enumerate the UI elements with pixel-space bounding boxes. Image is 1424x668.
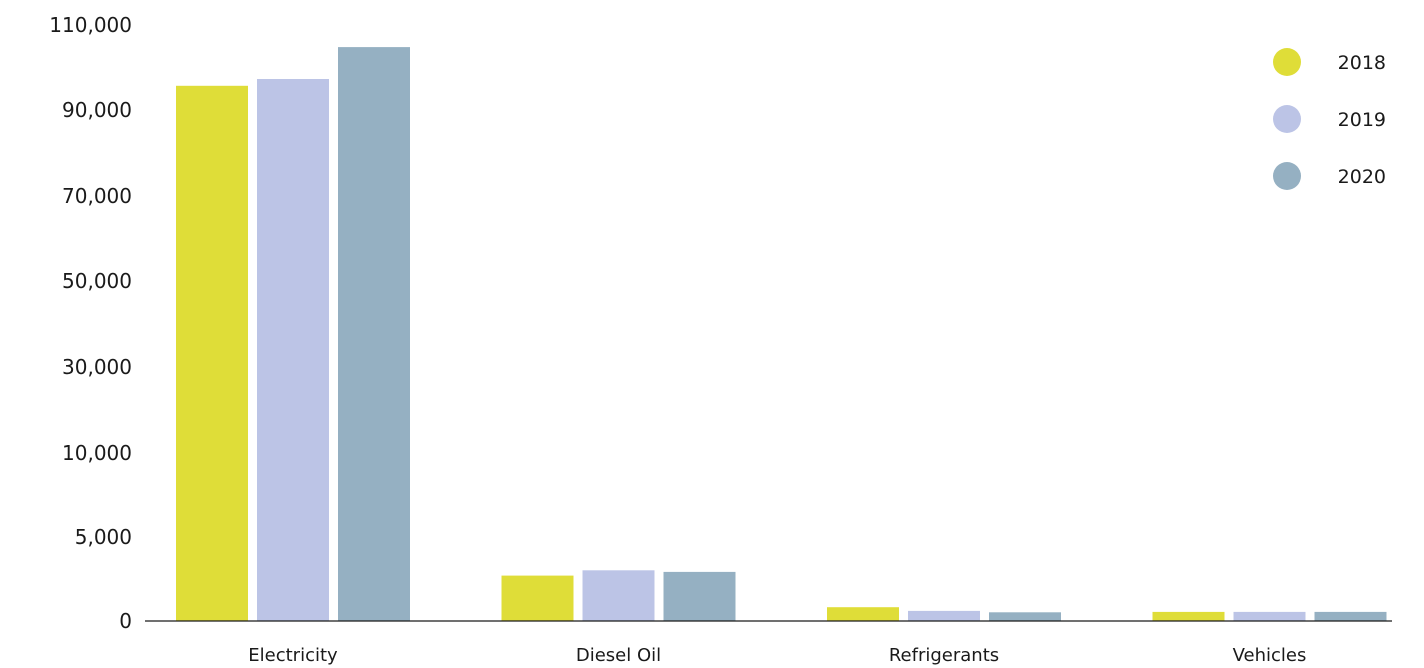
y-axis: 0 5,000 10,000 30,000 50,000 70,000 90,000 110,… xyxy=(49,13,132,633)
bar-electricity-2018 xyxy=(176,85,248,622)
legend-label-2020: 2020 xyxy=(1338,166,1386,188)
legend-swatch-2019 xyxy=(1273,105,1301,133)
x-tick-label: Diesel Oil xyxy=(576,645,661,666)
bar-vehicles-2020 xyxy=(1314,611,1387,621)
y-tick-label: 90,000 xyxy=(62,98,132,122)
bar-refrigerants-2019 xyxy=(908,610,980,621)
x-tick-label: Vehicles xyxy=(1233,645,1307,666)
bar-diesel-oil-2018 xyxy=(501,575,574,621)
bar-vehicles-2018 xyxy=(1152,611,1225,621)
y-tick-label: 5,000 xyxy=(75,525,132,549)
bar-electricity-2019 xyxy=(257,79,329,621)
y-tick-label: 0 xyxy=(119,609,132,633)
bar-refrigerants-2020 xyxy=(989,612,1061,621)
legend-swatch-2018 xyxy=(1273,48,1301,76)
y-tick-label: 10,000 xyxy=(62,441,132,465)
y-tick-label: 70,000 xyxy=(62,184,132,208)
bar-electricity-2020 xyxy=(338,47,410,622)
bar-diesel-oil-2020 xyxy=(663,571,736,621)
x-tick-label: Refrigerants xyxy=(889,645,999,666)
x-tick-label: Electricity xyxy=(248,645,338,666)
legend-label-2018: 2018 xyxy=(1338,52,1386,74)
bars xyxy=(176,47,1387,622)
legend: 2018 2019 2020 xyxy=(1273,48,1386,190)
bar-vehicles-2019 xyxy=(1233,611,1306,621)
y-tick-label: 30,000 xyxy=(62,355,132,379)
legend-label-2019: 2019 xyxy=(1338,109,1386,131)
bar-refrigerants-2018 xyxy=(827,607,899,621)
y-tick-label: 110,000 xyxy=(49,13,132,37)
bar-diesel-oil-2019 xyxy=(582,570,655,621)
legend-swatch-2020 xyxy=(1273,162,1301,190)
y-tick-label: 50,000 xyxy=(62,269,132,293)
x-axis: Electricity Diesel Oil Refrigerants Vehicle… xyxy=(248,645,1306,666)
